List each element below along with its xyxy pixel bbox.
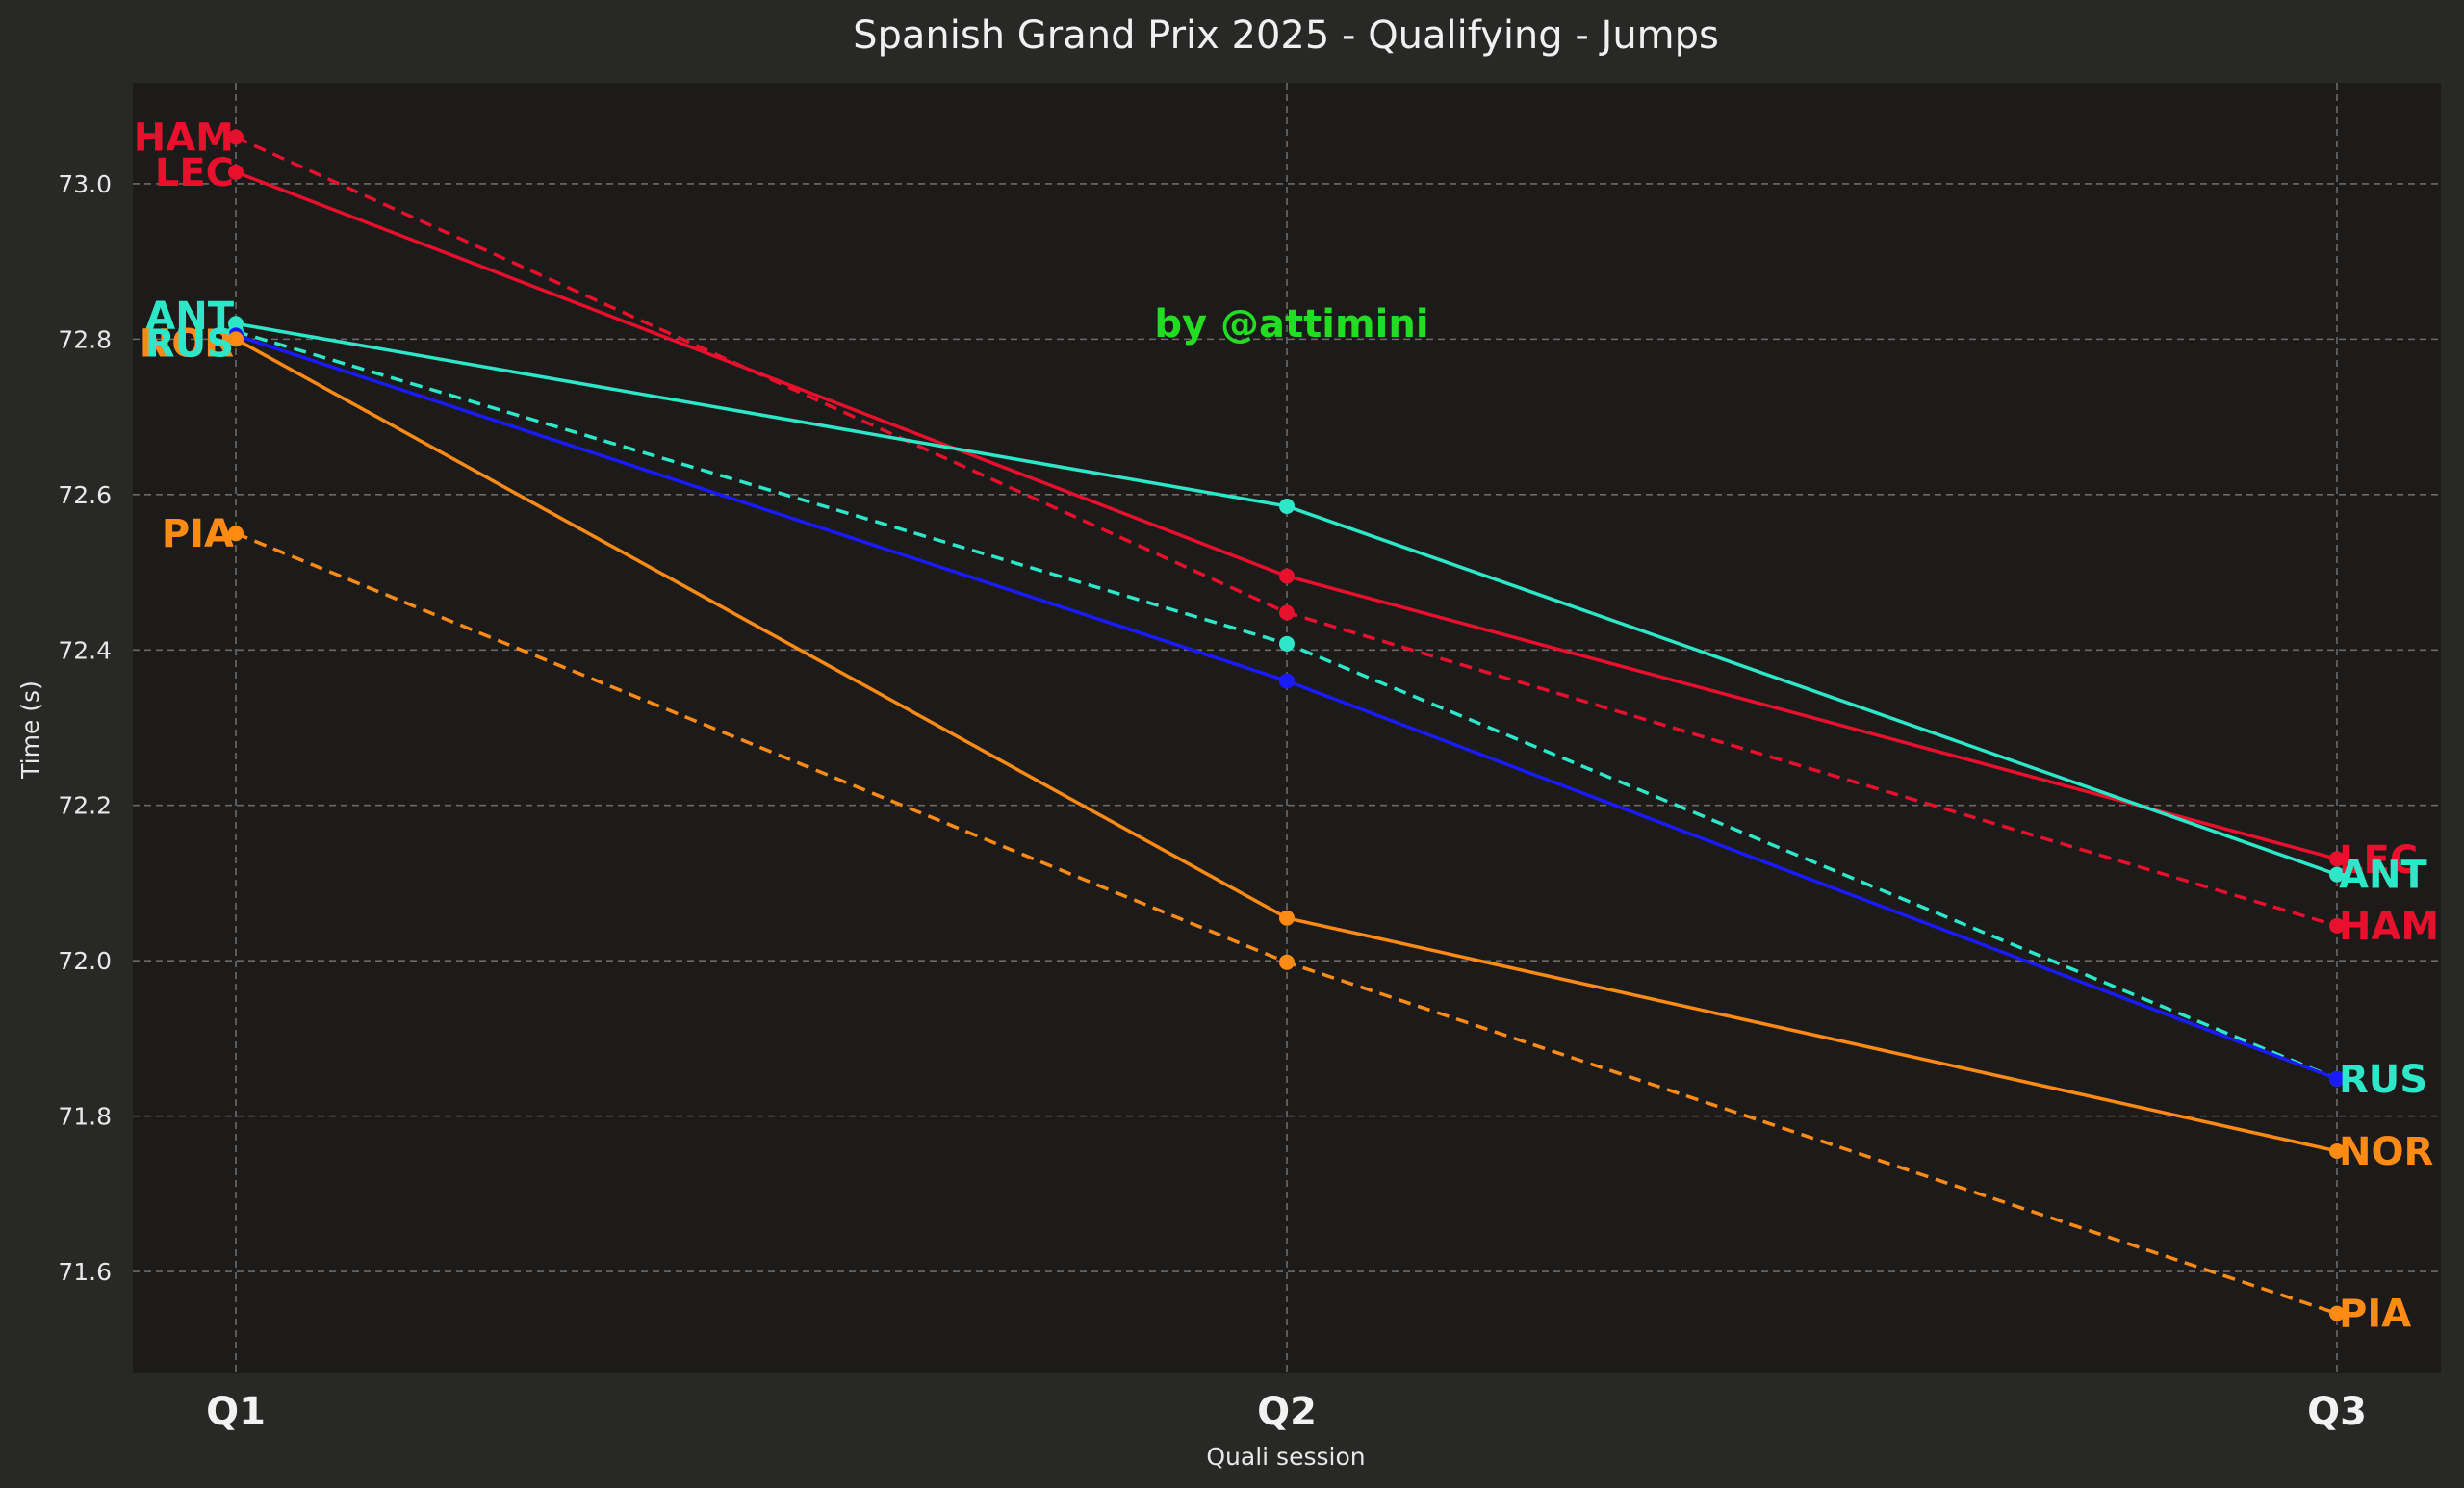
y-tick-label: 72.0 [58,947,112,975]
x-tick-label: Q3 [2307,1390,2367,1434]
driver-label-rus: RUS [145,321,234,366]
driver-label-nor: NOR [140,321,234,366]
driver-label-nor: NOR [2339,1130,2433,1174]
series-pia-dashed [228,526,2345,1321]
data-point [2329,851,2345,867]
y-axis-label: Time (s) [16,680,44,780]
y-tick-label: 71.8 [58,1103,112,1131]
chart-title: Spanish Grand Prix 2025 - Qualifying - J… [853,13,1719,58]
plot-area [133,83,2441,1373]
data-point [1279,568,1295,584]
data-point [228,526,244,542]
series-lec-solid [228,164,2345,867]
data-point [2329,1142,2345,1159]
driver-label-pia: PIA [2339,1293,2411,1337]
data-point [1279,604,1295,621]
y-tick-label: 72.8 [58,325,112,353]
data-point [1279,910,1295,926]
series-ant-solid [228,316,2345,883]
y-tick-label: 72.2 [58,792,112,820]
driver-label-rus: RUS [2339,1058,2427,1102]
data-point [1279,673,1295,689]
series-ham-dashed [228,129,2345,934]
data-point [2329,866,2345,883]
data-point [2329,1070,2345,1087]
driver-label-pia: PIA [162,512,234,556]
data-point [2329,1305,2345,1321]
data-point [2329,917,2345,934]
data-point [228,164,244,180]
series-layer [228,129,2345,1321]
y-tick-label: 71.6 [58,1258,112,1286]
data-point [1279,954,1295,970]
driver-label-ant: ANT [2339,854,2427,898]
data-point [1279,635,1295,652]
driver-label-ant: ANT [145,295,234,339]
x-axis-label: Quali session [1206,1443,1365,1471]
driver-label-lec: LEC [155,151,234,195]
series-rus-solid [228,327,2345,1087]
data-point [228,129,244,145]
ticks: 71.6 71.8 72.0 72.2 72.4 72.6 72.8 73.0 Q1 Q2 Q3 [58,170,2367,1434]
driver-label-ham: HAM [134,116,234,161]
driver-label-ham: HAM [2339,905,2439,949]
y-tick-label: 72.6 [58,481,112,509]
watermark-text: by @attimini [1154,302,1428,346]
driver-label-lec: LEC [2339,838,2418,883]
x-tick-label: Q1 [206,1390,266,1434]
x-tick-label: Q2 [1257,1390,1317,1434]
y-tick-label: 73.0 [58,170,112,198]
series-nor-solid [228,331,2345,1159]
y-tick-label: 72.4 [58,636,112,664]
data-point [228,331,244,347]
data-point [1279,498,1295,514]
